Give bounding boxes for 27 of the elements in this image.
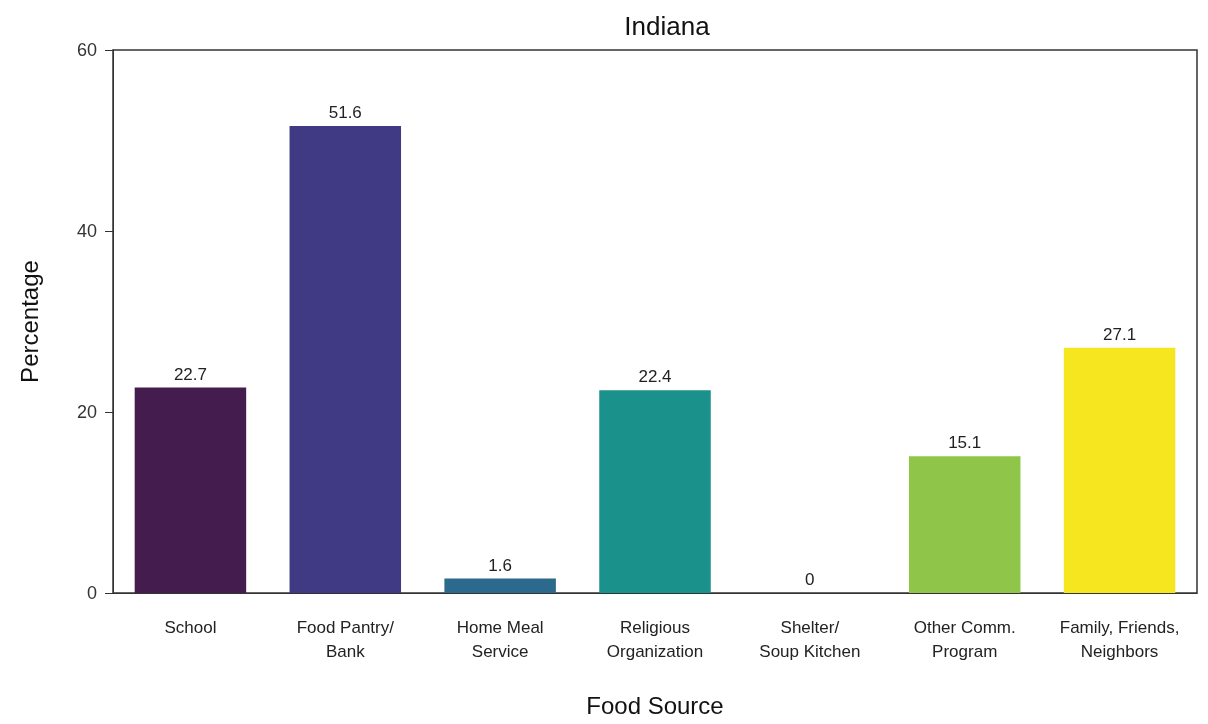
bar (908, 456, 1021, 593)
bar (444, 578, 556, 593)
y-tick-label: 0 (86, 583, 97, 603)
bar (134, 387, 247, 593)
y-tick-label: 20 (76, 402, 97, 422)
x-tick-label: Home Meal Service (456, 617, 544, 661)
x-axis-title: Food Source (586, 691, 724, 719)
x-tick-label: Religious Organization (606, 617, 704, 661)
data-label: 1.6 (488, 555, 512, 575)
data-label: 0 (805, 570, 815, 589)
x-tick-label: Family, Friends, Neighbors (1059, 617, 1180, 661)
data-label: 22.7 (173, 364, 207, 384)
x-tick-label: Other Comm. Program (913, 617, 1016, 661)
y-tick-label: 60 (76, 40, 97, 60)
data-label: 51.6 (328, 103, 362, 123)
data-label: 22.4 (638, 367, 672, 387)
data-label: 27.1 (1103, 324, 1137, 344)
data-label: 15.1 (948, 433, 982, 453)
y-tick-label: 40 (76, 221, 97, 241)
bar (599, 390, 711, 593)
y-axis-title: Percentage (15, 260, 43, 383)
bar (289, 126, 402, 593)
chart-title: Indiana (624, 11, 711, 41)
x-tick-label: School (164, 617, 217, 637)
x-tick-label: Food Pantry/ Bank (296, 617, 395, 661)
bar (1063, 347, 1176, 593)
x-tick-label: Shelter/ Soup Kitchen (759, 617, 861, 661)
